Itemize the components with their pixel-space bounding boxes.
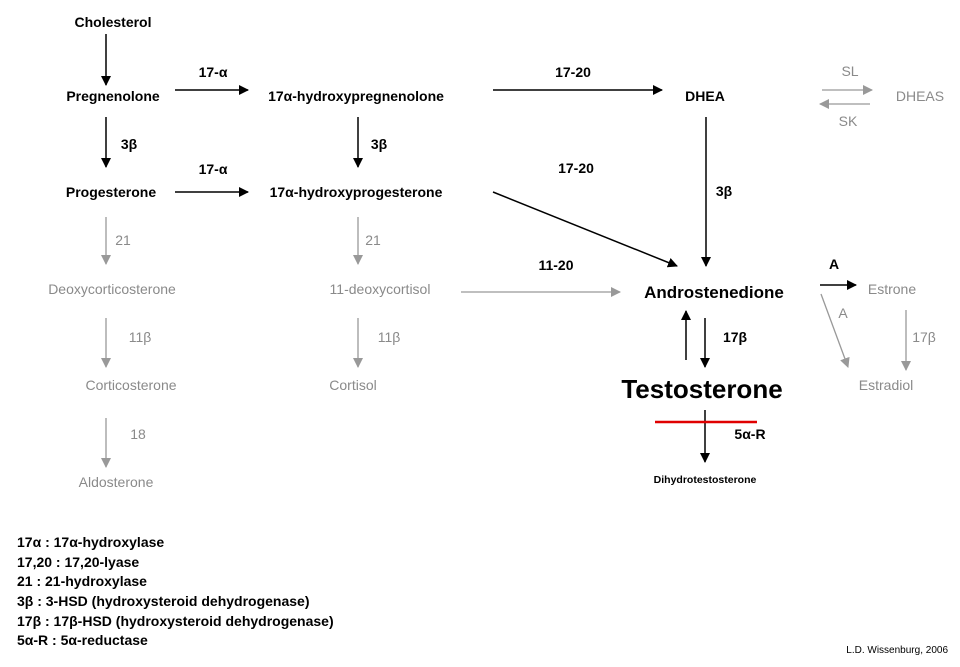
node-corticosterone: Corticosterone xyxy=(85,377,176,393)
enzyme-label: 17-20 xyxy=(555,64,591,80)
node-androstenedione: Androstenedione xyxy=(644,283,784,302)
legend-item: 17α : 17α-hydroxylase xyxy=(17,534,164,550)
enzyme-label: 11β xyxy=(129,329,152,345)
arrow-androstenedione-estradiol xyxy=(820,293,850,368)
enzyme-label: 17-α xyxy=(199,161,228,177)
legend: 17α : 17α-hydroxylase 17,20 : 17,20-lyas… xyxy=(17,534,334,648)
legend-item: 21 : 21-hydroxylase xyxy=(17,573,147,589)
enzyme-label: 17-20 xyxy=(558,160,594,176)
legend-item: 5α-R : 5α-reductase xyxy=(17,632,148,648)
arrow-hydroxyprogesterone-androstenedione xyxy=(492,191,678,268)
node-aldosterone: Aldosterone xyxy=(79,474,154,490)
node-dhea: DHEA xyxy=(685,88,725,104)
enzyme-label: 11β xyxy=(378,329,401,345)
node-testosterone: Testosterone xyxy=(621,374,782,404)
node-dheas: DHEAS xyxy=(896,88,944,104)
enzyme-label: 18 xyxy=(130,426,146,442)
node-dihydrotestosterone: Dihydrotestosterone xyxy=(654,474,757,486)
node-hydroxypregnenolone: 17α-hydroxypregnenolone xyxy=(268,88,444,104)
credit: L.D. Wissenburg, 2006 xyxy=(846,645,948,656)
enzyme-label: 21 xyxy=(365,232,381,248)
node-estradiol: Estradiol xyxy=(859,377,913,393)
enzyme-label: 17β xyxy=(912,329,936,345)
legend-item: 17β : 17β-HSD (hydroxysteroid dehydrogen… xyxy=(17,613,334,629)
legend-item: 17,20 : 17,20-lyase xyxy=(17,554,139,570)
enzyme-label: 3β xyxy=(371,136,388,152)
enzyme-label: 21 xyxy=(115,232,131,248)
node-hydroxyprogesterone: 17α-hydroxyprogesterone xyxy=(270,184,443,200)
enzyme-label: 5α-R xyxy=(734,426,765,442)
node-progesterone: Progesterone xyxy=(66,184,156,200)
enzyme-label: A xyxy=(838,305,848,321)
node-cortisol: Cortisol xyxy=(329,377,376,393)
enzyme-label: SK xyxy=(839,113,858,129)
enzyme-label: 17β xyxy=(723,329,748,345)
enzyme-label: 3β xyxy=(121,136,138,152)
enzyme-label: A xyxy=(829,256,839,272)
enzyme-label: 11-20 xyxy=(538,257,573,273)
legend-item: 3β : 3-HSD (hydroxysteroid dehydrogenase… xyxy=(17,593,310,609)
enzyme-label: 17-α xyxy=(199,64,228,80)
node-deoxycortisol: 11-deoxycortisol xyxy=(330,281,431,297)
enzyme-label: 3β xyxy=(716,183,733,199)
enzyme-label: SL xyxy=(841,63,858,79)
node-pregnenolone: Pregnenolone xyxy=(66,88,160,104)
node-estrone: Estrone xyxy=(868,281,916,297)
node-cholesterol: Cholesterol xyxy=(74,14,151,30)
node-deoxycorticosterone: Deoxycorticosterone xyxy=(48,281,176,297)
